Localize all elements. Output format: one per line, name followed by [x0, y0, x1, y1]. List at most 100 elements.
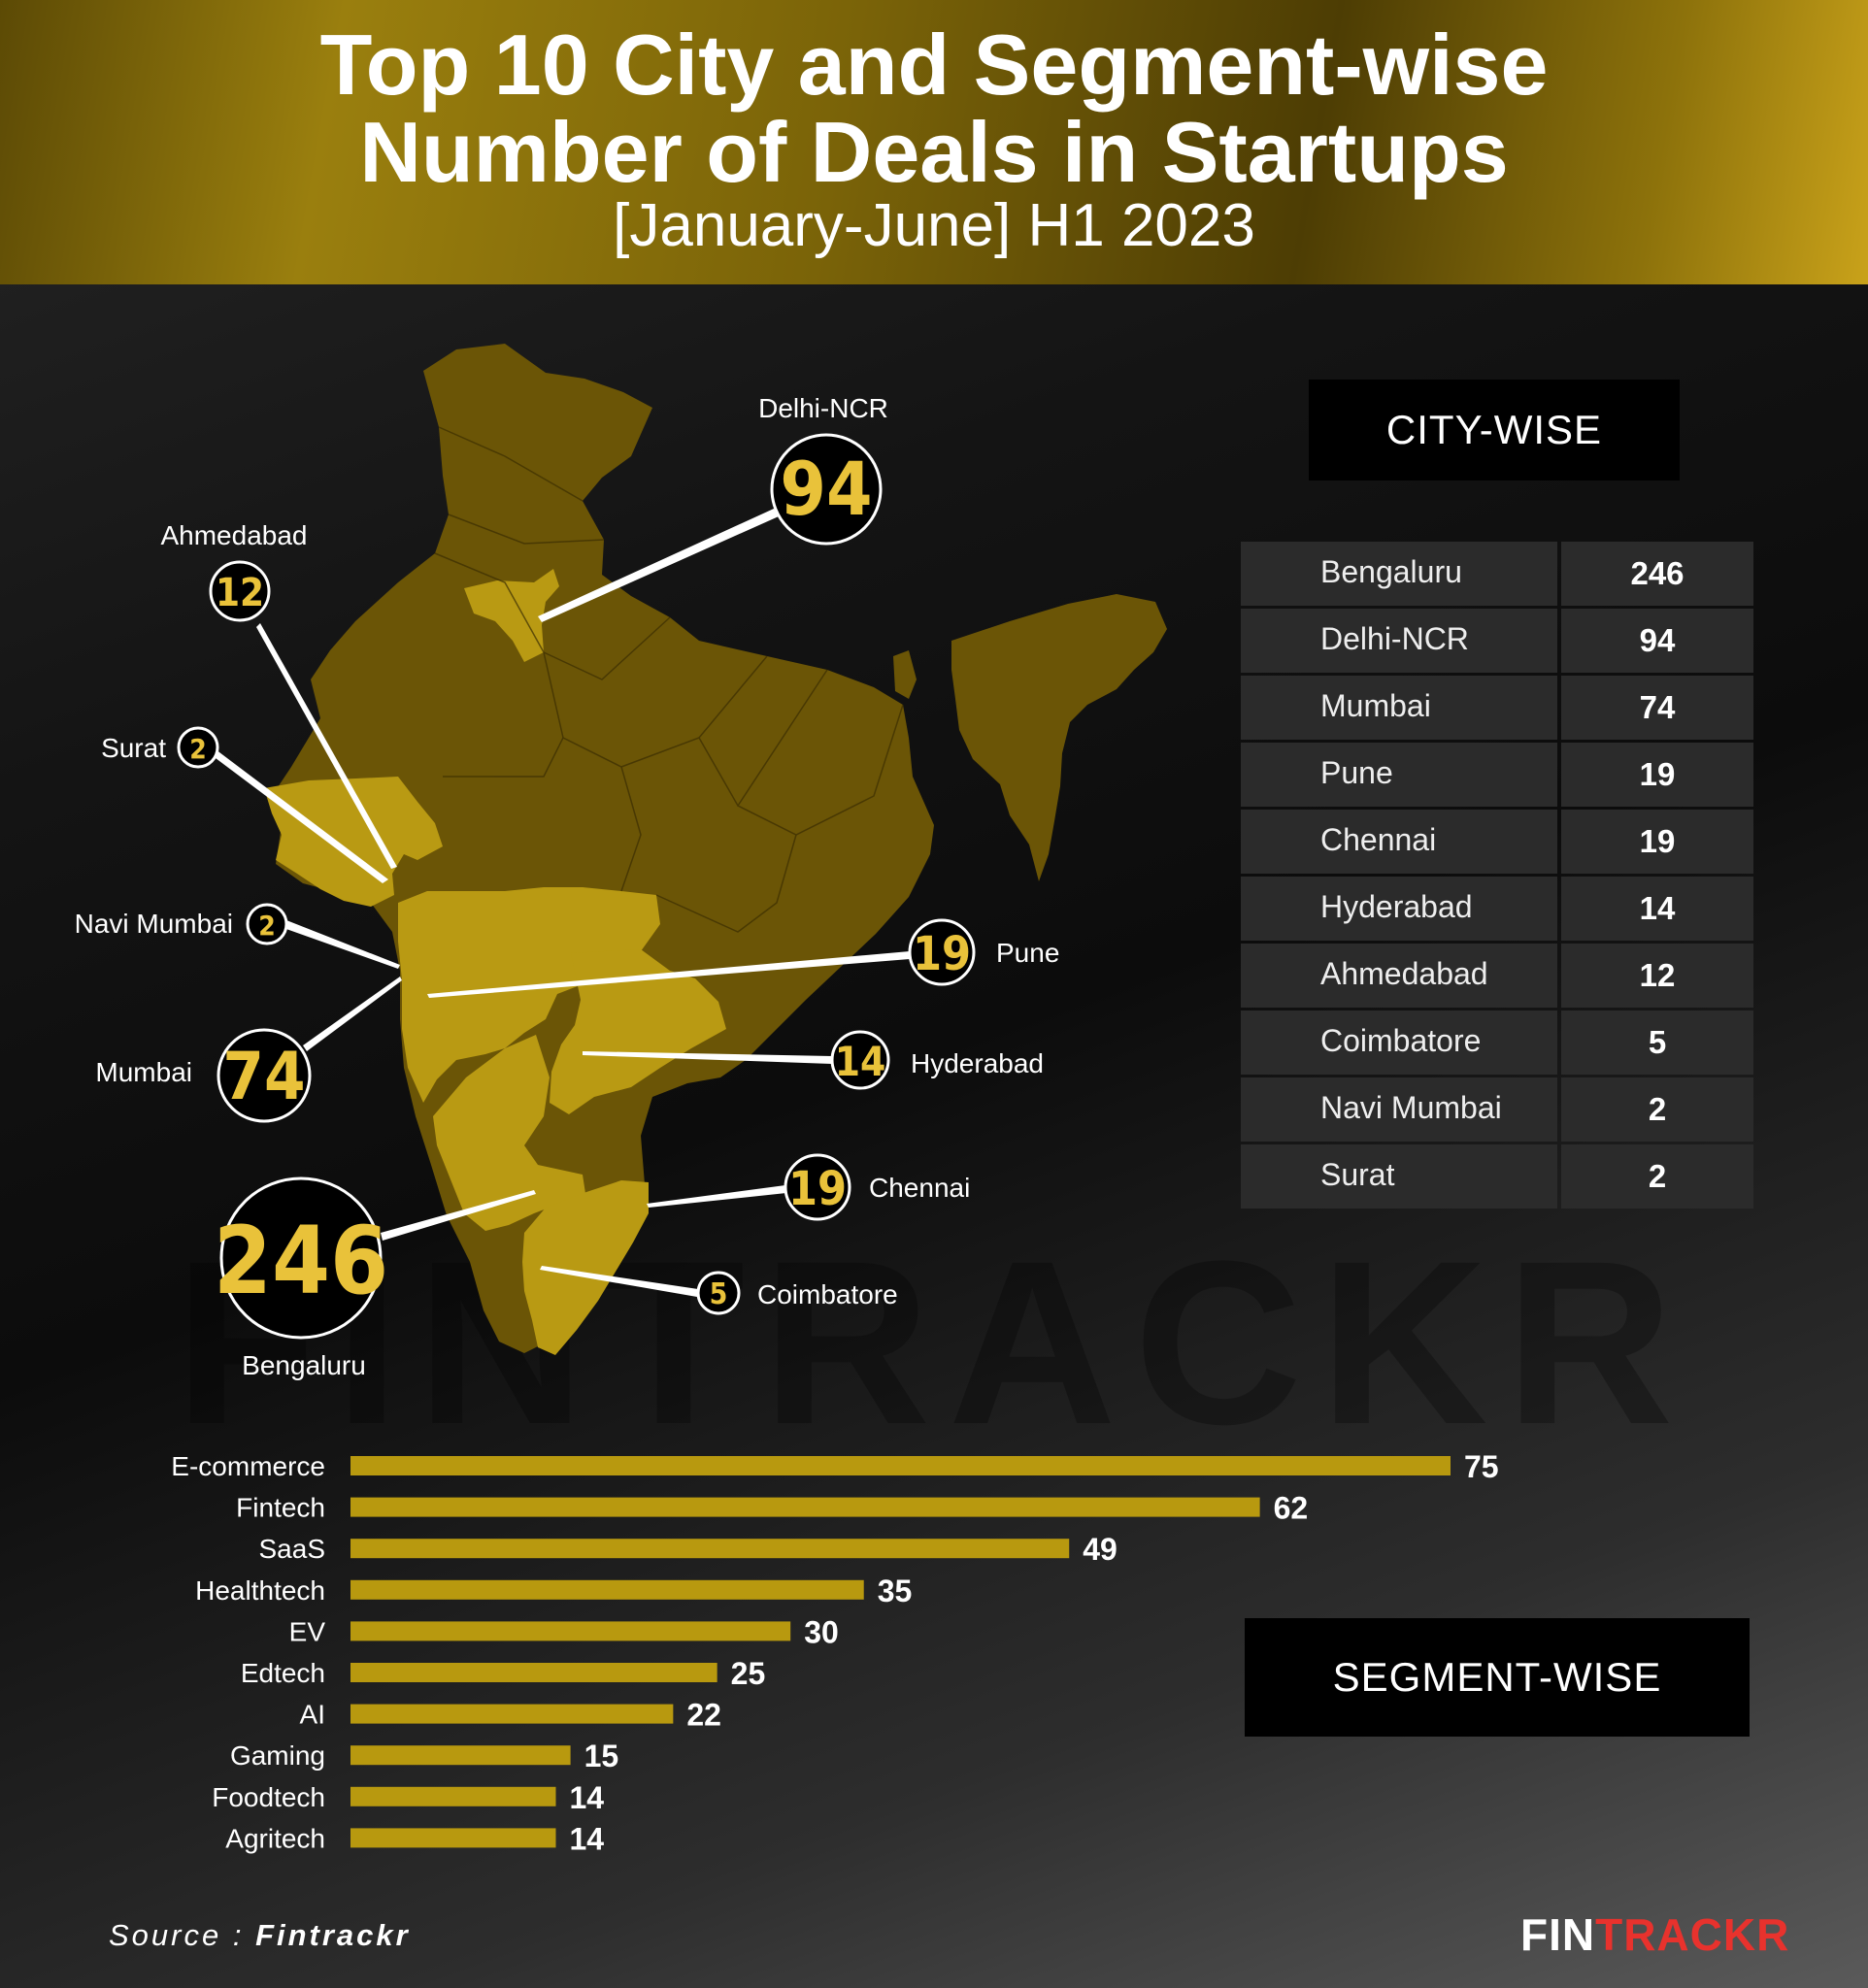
- bubble-value-hyderabad: 14: [835, 1038, 886, 1085]
- deal-count-cell: 2: [1561, 1077, 1753, 1142]
- bar-category-label: E-commerce: [171, 1451, 325, 1481]
- deal-count-cell: 14: [1561, 877, 1753, 941]
- bubbles: 94 Delhi-NCR 12 Ahmedabad 2 Surat 2 Navi…: [75, 393, 1060, 1380]
- bar-category-label: Healthtech: [195, 1575, 325, 1606]
- segment-bar-chart: E-commerce 75 Fintech 62 SaaS 49 Healthtech 35 E…: [171, 1449, 1498, 1856]
- city-name-cell: Coimbatore: [1241, 1011, 1557, 1075]
- bubble-chennai: 19 Chennai: [784, 1153, 970, 1221]
- bar-category-label: AI: [300, 1700, 325, 1730]
- table-row: Bengaluru 246: [1241, 542, 1753, 606]
- segment-wise-heading: SEGMENT-WISE: [1245, 1618, 1750, 1737]
- label-pune: Pune: [996, 938, 1059, 968]
- page-title: Top 10 City and Segment-wise Number of D…: [0, 21, 1868, 196]
- table-row: Ahmedabad 12: [1241, 944, 1753, 1008]
- city-name-cell: Mumbai: [1241, 676, 1557, 740]
- brand-part-1: FIN: [1520, 1909, 1596, 1960]
- bar: [350, 1497, 1260, 1517]
- bubble-value-mumbai: 74: [222, 1039, 305, 1115]
- table-row: Surat 2: [1241, 1144, 1753, 1209]
- bar-value-label: 14: [569, 1821, 604, 1856]
- bar-value-label: 15: [584, 1739, 619, 1773]
- deal-count-cell: 5: [1561, 1011, 1753, 1075]
- bubble-navi-mumbai: 2 Navi Mumbai: [75, 903, 288, 945]
- bubble-value-coimbatore: 5: [710, 1277, 728, 1311]
- map-dark-region: [272, 344, 1167, 1353]
- deal-count-cell: 19: [1561, 810, 1753, 874]
- bubble-hyderabad: 14 Hyderabad: [830, 1030, 1044, 1090]
- label-delhi: Delhi-NCR: [758, 393, 888, 423]
- bar-value-label: 22: [686, 1698, 721, 1733]
- bar-category-label: Agritech: [225, 1823, 325, 1853]
- bubble-ahmedabad: 12 Ahmedabad: [160, 520, 308, 622]
- watermark: FINTRACKR: [175, 1212, 1691, 1473]
- bar-category-label: Edtech: [241, 1658, 325, 1688]
- table-row: Chennai 19: [1241, 810, 1753, 874]
- bar-category-label: Gaming: [230, 1740, 325, 1771]
- bar-value-label: 35: [878, 1574, 913, 1608]
- deal-count-cell: 19: [1561, 743, 1753, 807]
- bar: [350, 1663, 717, 1682]
- deal-count-cell: 74: [1561, 676, 1753, 740]
- brand-logo: FINTRACKR: [1520, 1908, 1789, 1961]
- city-wise-heading: CITY-WISE: [1309, 380, 1680, 480]
- table-row: Pune 19: [1241, 743, 1753, 807]
- deal-count-cell: 94: [1561, 609, 1753, 673]
- deal-count-cell: 246: [1561, 542, 1753, 606]
- bubble-value-chennai: 19: [788, 1162, 847, 1216]
- bubble-mumbai: 74 Mumbai: [95, 1028, 312, 1123]
- bar: [350, 1786, 556, 1806]
- bar-category-label: Fintech: [236, 1493, 325, 1523]
- label-coimbatore: Coimbatore: [757, 1279, 898, 1309]
- source-name: Fintrackr: [255, 1918, 411, 1952]
- source-note: Source : Fintrackr: [109, 1918, 411, 1953]
- deal-count-cell: 12: [1561, 944, 1753, 1008]
- city-name-cell: Bengaluru: [1241, 542, 1557, 606]
- bubble-surat: 2 Surat: [101, 726, 219, 769]
- bubble-value-bengaluru: 246: [214, 1207, 388, 1315]
- bar-value-label: 62: [1274, 1491, 1309, 1526]
- bubble-delhi-ncr: 94 Delhi-NCR: [758, 393, 888, 546]
- label-hyderabad: Hyderabad: [911, 1048, 1044, 1078]
- label-ahmedabad: Ahmedabad: [160, 520, 307, 550]
- map-borders: [434, 426, 904, 933]
- label-mumbai: Mumbai: [95, 1057, 192, 1087]
- city-name-cell: Navi Mumbai: [1241, 1077, 1557, 1142]
- bubble-bengaluru: 246 Bengaluru: [214, 1176, 388, 1380]
- bubble-value-ahmedabad: 12: [216, 571, 264, 615]
- table-row: Navi Mumbai 2: [1241, 1077, 1753, 1142]
- bubble-value-surat: 2: [189, 733, 207, 765]
- city-name-cell: Surat: [1241, 1144, 1557, 1209]
- bar-value-label: 30: [804, 1614, 839, 1649]
- title-line-2: Number of Deals in Startups: [359, 104, 1509, 200]
- bar: [350, 1704, 674, 1724]
- city-name-cell: Hyderabad: [1241, 877, 1557, 941]
- bar: [350, 1621, 791, 1641]
- label-surat: Surat: [101, 733, 166, 763]
- bar-value-label: 25: [731, 1656, 766, 1691]
- bar: [350, 1745, 571, 1766]
- source-prefix: Source :: [109, 1918, 256, 1952]
- brand-part-2: TRACKR: [1595, 1909, 1790, 1960]
- table-row: Hyderabad 14: [1241, 877, 1753, 941]
- bubble-pune: 19 Pune: [908, 918, 1059, 986]
- bar: [350, 1579, 864, 1600]
- deal-count-cell: 2: [1561, 1144, 1753, 1209]
- bar-category-label: Foodtech: [212, 1782, 325, 1812]
- bar-category-label: SaaS: [259, 1534, 326, 1564]
- city-table: Bengaluru 246 Delhi-NCR 94 Mumbai 74 Pune 19 Che…: [1241, 542, 1753, 1211]
- city-name-cell: Ahmedabad: [1241, 944, 1557, 1008]
- city-name-cell: Delhi-NCR: [1241, 609, 1557, 673]
- table-row: Mumbai 74: [1241, 676, 1753, 740]
- map-highlight-regions: [264, 569, 726, 1355]
- bar: [350, 1539, 1070, 1559]
- bar-value-label: 14: [569, 1780, 604, 1815]
- bubble-coimbatore: 5 Coimbatore: [696, 1271, 898, 1315]
- city-name-cell: Chennai: [1241, 810, 1557, 874]
- table-row: Delhi-NCR 94: [1241, 609, 1753, 673]
- table-row: Coimbatore 5: [1241, 1011, 1753, 1075]
- bubble-value-pune: 19: [913, 927, 971, 981]
- leader-lines: [212, 509, 910, 1297]
- bubble-value-navi-mumbai: 2: [258, 910, 276, 942]
- label-chennai: Chennai: [869, 1173, 970, 1203]
